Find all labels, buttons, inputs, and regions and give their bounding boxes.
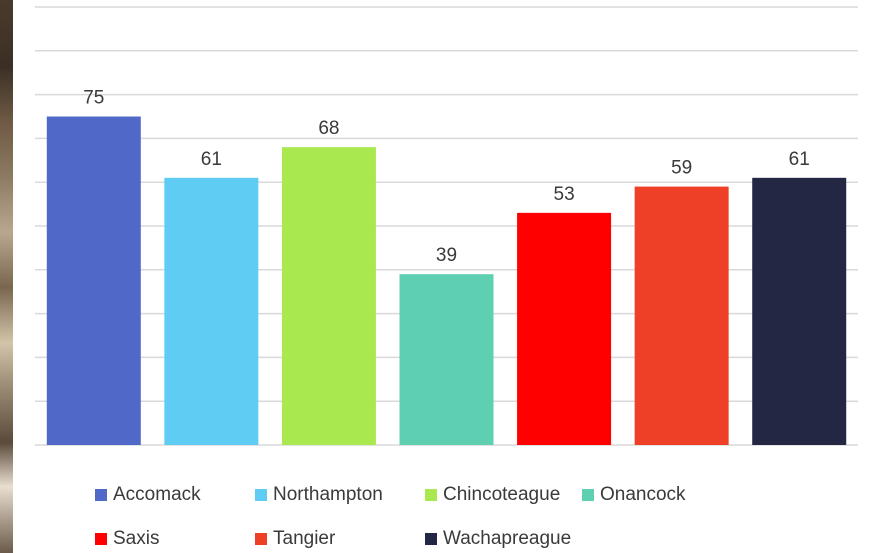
legend-label-onancock: Onancock: [600, 484, 686, 505]
legend-item-wachapreague: Wachapreague: [425, 528, 595, 550]
bar-saxis: [517, 212, 612, 445]
value-label-accomack: 75: [83, 88, 104, 109]
value-labels: 75 61 68 39 53 59 61: [83, 88, 810, 267]
legend-label-chincoteague: Chincoteague: [443, 484, 561, 505]
legend-swatch-northampton: [255, 489, 267, 501]
bar-northampton: [164, 177, 259, 445]
legend-swatch-wachapreague: [425, 533, 437, 545]
bar-onancock: [399, 274, 494, 445]
legend-swatch-tangier: [255, 533, 267, 545]
value-label-tangier: 59: [671, 158, 692, 179]
legend-label-saxis: Saxis: [113, 528, 160, 549]
legend: Accomack Northampton Chincoteague Onanco…: [95, 480, 795, 553]
bar-wachapreague: [752, 177, 847, 445]
value-label-wachapreague: 61: [789, 149, 810, 170]
value-label-northampton: 61: [201, 149, 222, 170]
value-label-chincoteague: 68: [318, 118, 339, 139]
legend-label-tangier: Tangier: [273, 528, 336, 549]
bar-chincoteague: [281, 147, 376, 445]
legend-label-accomack: Accomack: [113, 484, 201, 505]
background-photo-edge: [0, 0, 13, 553]
bar-accomack: [46, 116, 141, 445]
legend-item-chincoteague: Chincoteague: [425, 484, 582, 506]
legend-label-wachapreague: Wachapreague: [443, 528, 572, 549]
value-label-saxis: 53: [554, 184, 575, 205]
bars: [46, 116, 847, 445]
legend-swatch-onancock: [582, 489, 594, 501]
bar-tangier: [634, 186, 729, 445]
legend-row-1: Accomack Northampton Chincoteague Onanco…: [95, 480, 795, 510]
legend-item-northampton: Northampton: [255, 484, 425, 506]
legend-swatch-chincoteague: [425, 489, 437, 501]
legend-item-onancock: Onancock: [582, 484, 722, 506]
legend-swatch-saxis: [95, 533, 107, 545]
legend-item-tangier: Tangier: [255, 528, 425, 550]
legend-swatch-accomack: [95, 489, 107, 501]
value-label-onancock: 39: [436, 245, 457, 266]
legend-item-accomack: Accomack: [95, 484, 255, 506]
legend-label-northampton: Northampton: [273, 484, 383, 505]
legend-item-saxis: Saxis: [95, 528, 255, 550]
legend-row-2: Saxis Tangier Wachapreague: [95, 524, 795, 553]
